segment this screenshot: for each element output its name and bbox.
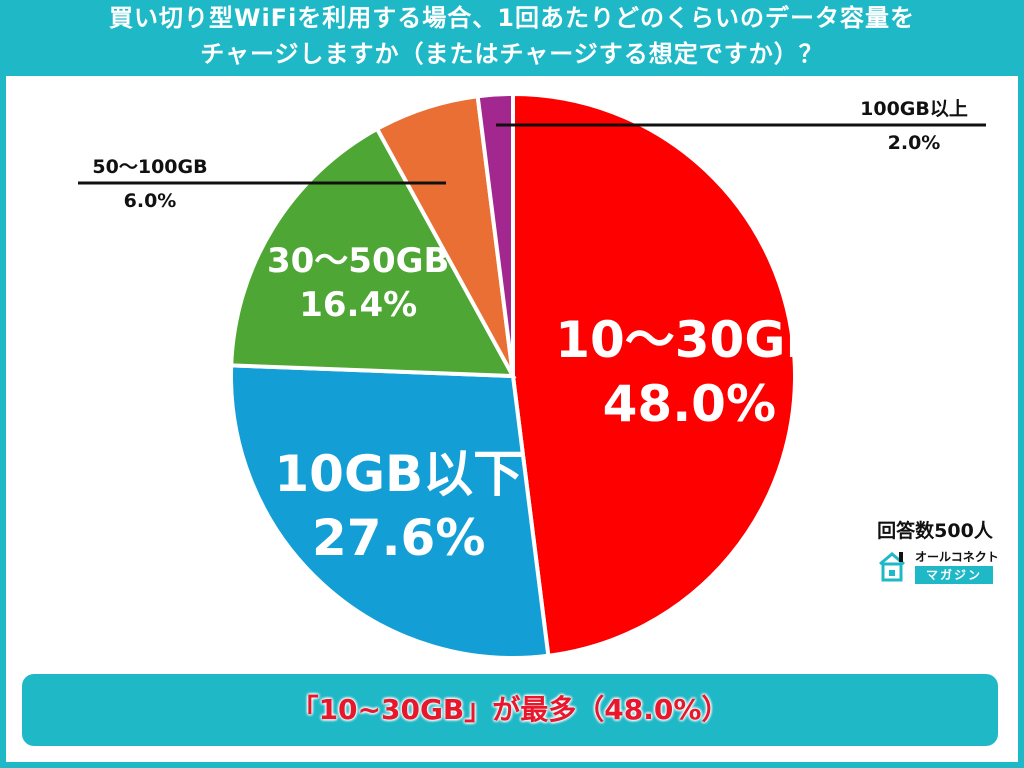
slice-10-30gb-label: 10〜30GB (555, 311, 823, 369)
slice-10gb-or-less (229, 363, 551, 660)
slice-100gb-or-more (475, 91, 515, 377)
chart-title-line-1: 買い切り型WiFiを利用する場合、1回あたりどのくらいのデータ容量を (108, 4, 916, 32)
chart-title-line-2: チャージしますか（またはチャージする想定ですか）？ (200, 40, 824, 68)
slice-100gb-or-more-value: 2.0% (888, 132, 941, 154)
chart-title: 買い切り型WiFiを利用する場合、1回あたりどのくらいのデータ容量を チャージし… (0, 0, 1024, 76)
slice-10gb-or-less-value: 27.6% (312, 509, 485, 567)
summary-banner: 「10~30GB」が最多（48.0%） (22, 674, 998, 746)
brand-name-bottom: マガジン (915, 566, 993, 584)
brand-name-top: オールコネクト (915, 550, 999, 564)
slice-30-50gb-value: 16.4% (299, 285, 417, 325)
slice-50-100gb-label: 50〜100GB (92, 156, 207, 178)
slice-10gb-or-less-label: 10GB以下 (274, 445, 523, 503)
brand-logo: オールコネクト マガジン (875, 548, 999, 586)
respondents-count: 回答数500人 (877, 520, 993, 542)
slice-30-50gb-label: 30〜50GB (267, 241, 449, 281)
slice-10-30gb-value: 48.0% (603, 375, 776, 433)
summary-text: 「10~30GB」が最多（48.0%） (290, 693, 730, 726)
house-icon (879, 552, 905, 582)
slice-50-100gb-value: 6.0% (124, 190, 177, 212)
slice-10-30gb (511, 91, 797, 659)
slice-100gb-or-more-label: 100GB以上 (860, 98, 968, 120)
slice-30-50gb (229, 126, 517, 379)
